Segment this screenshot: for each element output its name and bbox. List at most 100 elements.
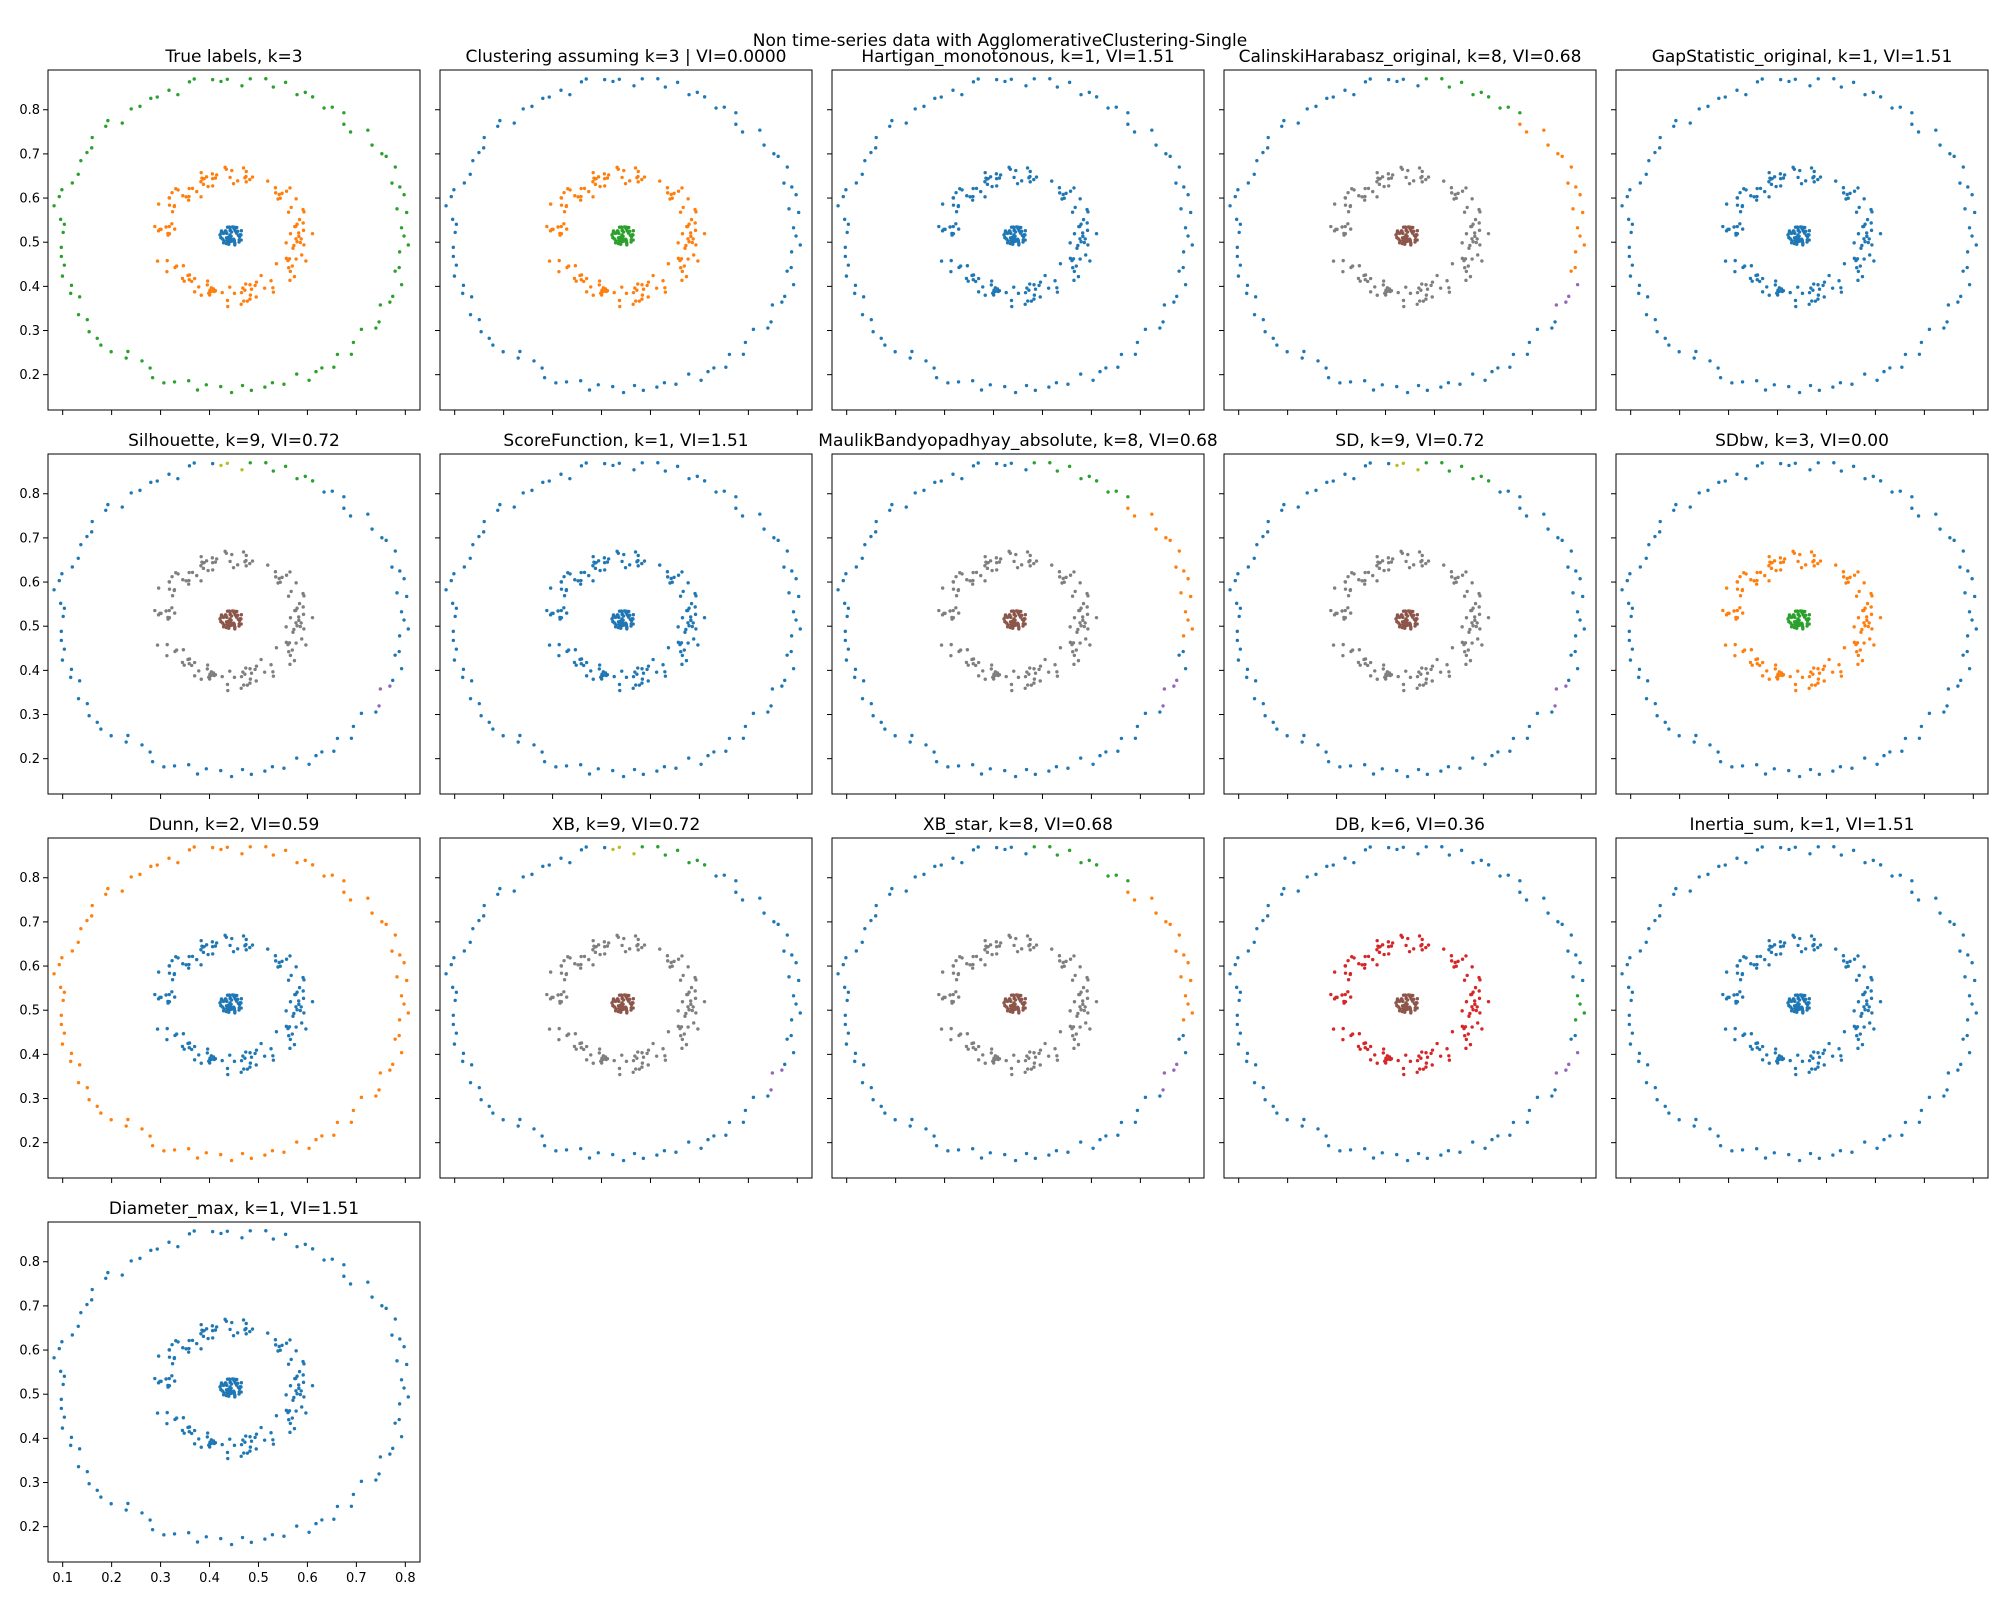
- data-point: [678, 210, 683, 214]
- data-point: [1133, 736, 1138, 740]
- data-point: [612, 290, 616, 295]
- data-point: [1754, 657, 1758, 662]
- data-point: [1076, 1011, 1080, 1016]
- data-point: [172, 227, 177, 231]
- data-point: [578, 657, 582, 662]
- data-point: [1511, 736, 1516, 741]
- data-point: [623, 181, 628, 186]
- data-point: [558, 617, 562, 621]
- data-point: [60, 274, 65, 278]
- data-point: [1177, 933, 1182, 937]
- data-point: [869, 918, 873, 923]
- data-point: [617, 225, 622, 229]
- data-point: [462, 949, 467, 953]
- data-point: [1945, 1088, 1949, 1092]
- data-point: [1236, 572, 1240, 576]
- data-point: [625, 227, 629, 231]
- data-point: [1266, 530, 1270, 534]
- data-point: [1733, 653, 1737, 658]
- data-point: [1233, 194, 1237, 199]
- data-point: [187, 1046, 191, 1050]
- data-point: [794, 1002, 798, 1006]
- data-point: [1807, 997, 1812, 1001]
- data-point: [1805, 1006, 1809, 1010]
- data-point: [1348, 764, 1353, 768]
- data-point: [239, 613, 244, 617]
- data-point: [1818, 559, 1823, 563]
- data-point: [602, 568, 607, 572]
- data-point: [1878, 231, 1883, 236]
- data-point: [342, 506, 346, 510]
- data-point: [1048, 77, 1052, 81]
- data-point: [954, 190, 958, 195]
- data-point: [1798, 936, 1802, 941]
- axes-frame: [831, 837, 1205, 1179]
- data-point: [1966, 953, 1970, 957]
- data-point: [1415, 1070, 1419, 1074]
- data-point: [1961, 549, 1966, 553]
- data-point: [979, 189, 983, 194]
- y-tick-label: 0.3: [19, 1092, 40, 1107]
- data-point: [1013, 774, 1018, 779]
- data-point: [624, 291, 629, 296]
- data-point: [1023, 686, 1027, 690]
- data-point: [1852, 625, 1856, 629]
- data-point: [994, 845, 999, 850]
- data-point: [621, 1158, 626, 1163]
- data-point: [985, 182, 990, 187]
- data-point: [888, 508, 892, 512]
- data-point: [724, 1133, 728, 1137]
- data-point: [1800, 675, 1805, 680]
- y-tick-label: 0.7: [19, 531, 40, 546]
- data-point: [342, 122, 346, 126]
- data-point: [180, 276, 185, 281]
- data-point: [225, 77, 230, 81]
- data-point: [402, 1345, 406, 1349]
- data-point: [1275, 343, 1279, 347]
- data-point: [95, 720, 99, 724]
- data-point: [1717, 480, 1721, 485]
- data-point: [617, 77, 622, 81]
- data-point: [620, 175, 624, 180]
- data-point: [1830, 670, 1835, 674]
- data-point: [922, 872, 926, 877]
- data-point: [1832, 77, 1836, 81]
- data-point: [1070, 642, 1074, 647]
- data-point: [314, 753, 318, 758]
- data-point: [1429, 667, 1433, 672]
- scatter-points: [836, 845, 1194, 1163]
- data-point: [598, 184, 602, 189]
- data-point: [1403, 626, 1407, 630]
- data-point: [994, 184, 999, 188]
- data-point: [617, 993, 622, 997]
- data-point: [964, 660, 969, 665]
- data-point: [769, 704, 773, 708]
- data-point: [1767, 554, 1771, 559]
- data-point: [294, 257, 298, 261]
- data-point: [228, 1053, 232, 1057]
- data-point: [1014, 993, 1019, 997]
- data-point: [468, 312, 473, 317]
- data-point: [971, 848, 976, 852]
- data-point: [970, 1041, 974, 1046]
- data-point: [1024, 468, 1028, 472]
- data-point: [273, 570, 278, 574]
- data-point: [1856, 662, 1860, 667]
- data-point: [1859, 246, 1863, 250]
- data-point: [640, 283, 644, 287]
- data-point: [1796, 943, 1800, 948]
- data-point: [1235, 629, 1240, 634]
- data-point: [593, 950, 598, 955]
- data-point: [579, 954, 583, 959]
- data-point: [602, 176, 607, 181]
- data-point: [1464, 1046, 1468, 1051]
- data-point: [284, 241, 288, 245]
- data-point: [1837, 663, 1841, 667]
- data-point: [1010, 304, 1014, 309]
- data-point: [1898, 489, 1902, 493]
- data-point: [1182, 953, 1186, 957]
- data-point: [1724, 586, 1729, 590]
- data-point: [633, 1054, 637, 1058]
- data-point: [1755, 186, 1759, 191]
- data-point: [950, 617, 954, 621]
